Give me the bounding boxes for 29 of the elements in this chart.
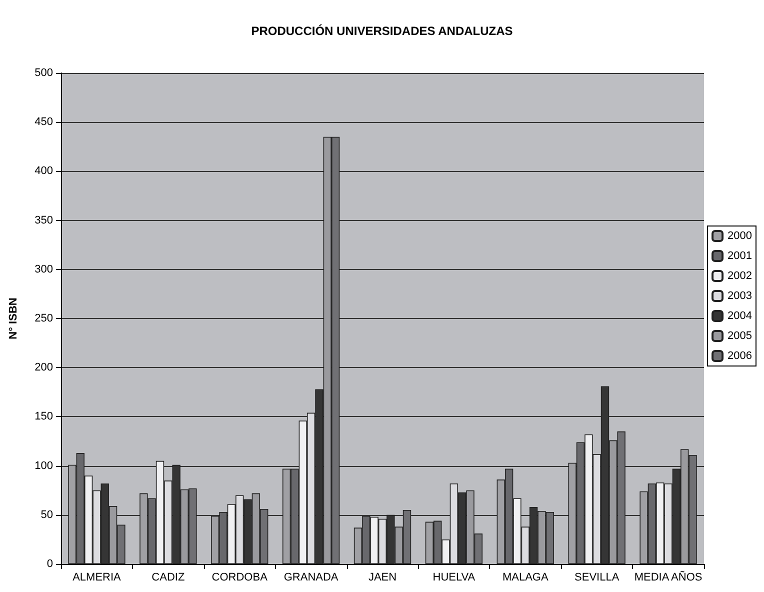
y-tick-label: 450: [34, 116, 53, 128]
y-tick-label: 350: [34, 214, 53, 226]
y-tick-label: 300: [34, 263, 53, 276]
chart-title: PRODUCCIÓN UNIVERSIDADES ANDALUZAS: [251, 24, 513, 38]
legend-label: 2000: [728, 230, 752, 242]
legend-label: 2005: [728, 330, 752, 342]
y-tick-label: 100: [34, 460, 53, 472]
x-tick-label: SEVILLA: [574, 572, 620, 584]
y-axis-title: N° ISBN: [8, 298, 20, 340]
x-tick-label: MALAGA: [502, 572, 549, 584]
legend-label: 2006: [728, 350, 752, 362]
legend-label: 2002: [728, 270, 752, 282]
x-tick-label: CADIZ: [152, 572, 185, 584]
y-tick-label: 0: [46, 558, 53, 570]
y-tick-label: 50: [40, 508, 53, 521]
legend-label: 2003: [728, 290, 752, 302]
x-tick-label: HUELVA: [432, 572, 476, 584]
x-tick-label: CORDOBA: [212, 572, 268, 584]
legend-label: 2001: [728, 250, 752, 262]
x-tick-label: MEDIA AÑOS: [634, 570, 702, 584]
x-tick-label: ALMERIA: [72, 572, 122, 584]
x-tick-label: JAEN: [368, 572, 397, 584]
y-tick-label: 200: [34, 362, 53, 374]
y-tick-label: 150: [34, 410, 53, 423]
y-tick-label: 500: [34, 67, 53, 79]
y-tick-label: 400: [34, 165, 53, 178]
legend-label: 2004: [728, 310, 752, 322]
y-tick-label: 250: [34, 312, 53, 324]
x-tick-label: GRANADA: [284, 572, 339, 584]
